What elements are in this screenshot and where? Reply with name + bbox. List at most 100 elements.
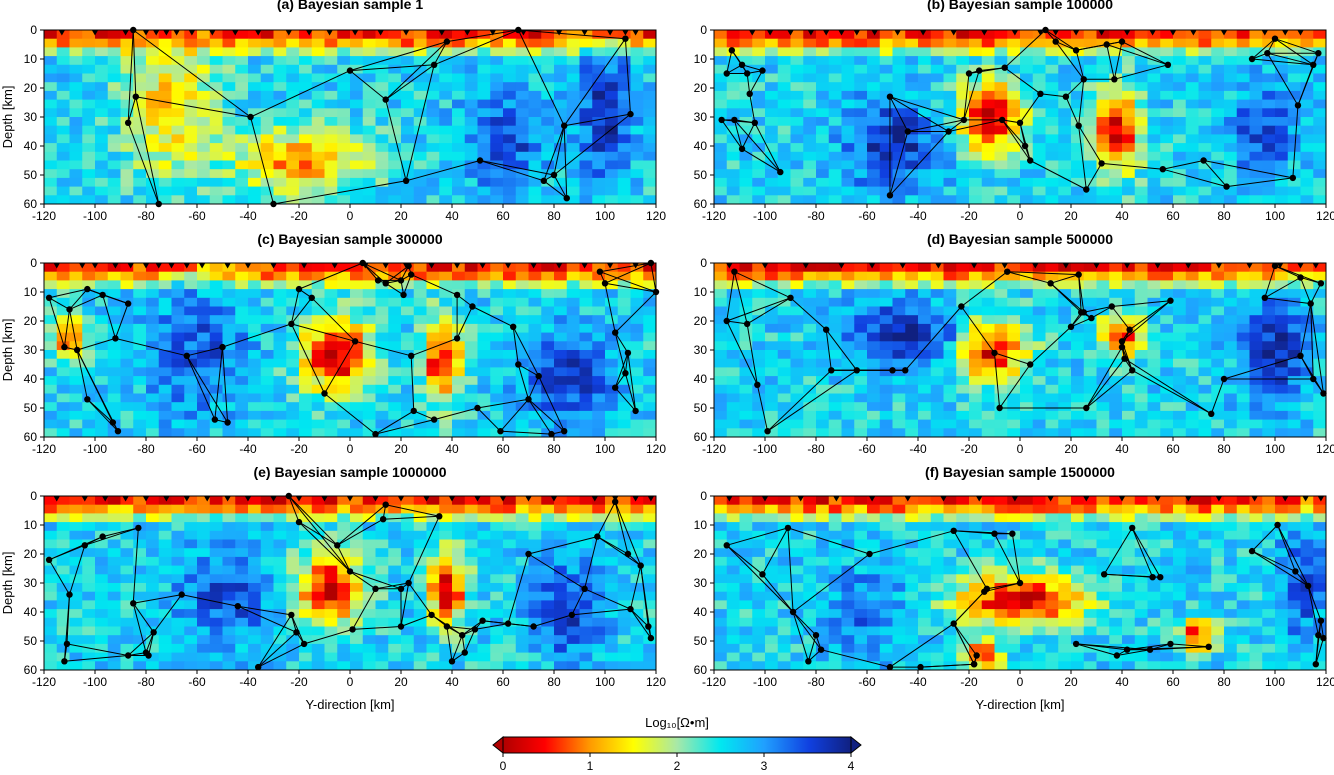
- station-marker: [91, 29, 99, 36]
- heatmap-cell: [1134, 384, 1148, 394]
- triangulation-edge: [385, 282, 404, 296]
- heatmap-cell: [1032, 306, 1046, 316]
- heatmap-cell: [490, 186, 504, 196]
- heatmap-cell: [1007, 306, 1021, 316]
- heatmap-cell: [1032, 125, 1046, 135]
- heatmap-cell: [1134, 376, 1148, 386]
- heatmap-cell: [790, 376, 804, 386]
- heatmap-cell: [726, 143, 740, 153]
- heatmap-cell: [1275, 169, 1289, 179]
- heatmap-cell: [503, 376, 517, 386]
- heatmap-cell: [1007, 332, 1021, 342]
- heatmap-cell: [337, 419, 351, 429]
- heatmap-cell: [464, 410, 478, 421]
- heatmap-cell: [1198, 428, 1212, 438]
- heatmap-cell: [1275, 384, 1289, 394]
- heatmap-cell: [69, 108, 83, 118]
- heatmap-cell: [969, 64, 983, 74]
- heatmap-cell: [1122, 169, 1136, 179]
- heatmap-cell: [1109, 332, 1123, 342]
- triangulation-edges: [721, 29, 1319, 196]
- node-point: [382, 96, 389, 103]
- heatmap-cell: [816, 341, 830, 351]
- heatmap-cell: [841, 332, 855, 342]
- heatmap-cell: [566, 358, 580, 368]
- heatmap-cell: [401, 195, 415, 205]
- heatmap-cell: [286, 376, 300, 386]
- x-axis: -120 -100 -80 -60 -40 -20 0 20 40 60 80 100 120: [702, 204, 1334, 223]
- heatmap-cell: [426, 99, 440, 109]
- heatmap-cell: [401, 297, 415, 307]
- heatmap-cell: [1287, 358, 1301, 368]
- heatmap-cell: [490, 108, 504, 118]
- heatmap-cell: [490, 90, 504, 101]
- heatmap-cell: [1058, 160, 1072, 170]
- heatmap-cell: [1007, 289, 1021, 299]
- heatmap-cell: [235, 195, 249, 205]
- heatmap-cell: [1096, 419, 1110, 429]
- heatmap-cell: [579, 376, 593, 386]
- heatmap-cell: [879, 350, 893, 360]
- station-marker: [1215, 262, 1223, 269]
- heatmap-cell: [854, 315, 868, 325]
- heatmap-cell: [439, 376, 453, 386]
- heatmap-cell: [1134, 186, 1148, 196]
- station-marker: [581, 262, 589, 269]
- heatmap-cell: [1224, 47, 1238, 57]
- heatmap-cell: [515, 47, 529, 57]
- heatmap-cell: [82, 271, 96, 281]
- heatmap-cell: [726, 376, 740, 386]
- heatmap-cell: [854, 99, 868, 109]
- heatmap-cell: [1122, 117, 1136, 127]
- heatmap-cell: [260, 160, 274, 170]
- heatmap-cell: [209, 64, 223, 74]
- heatmap-cell: [273, 376, 287, 386]
- heatmap-cell: [171, 565, 185, 575]
- heatmap-cell: [439, 504, 453, 514]
- heatmap-cell: [362, 143, 376, 153]
- heatmap-cell: [956, 384, 970, 394]
- heatmap-cell: [248, 134, 262, 144]
- heatmap-cell: [790, 186, 804, 196]
- heatmap-cell: [739, 143, 753, 153]
- triangulation-edge: [528, 375, 540, 400]
- heatmap-cell: [413, 402, 427, 412]
- heatmap-cell: [197, 117, 211, 127]
- heatmap-cell: [579, 280, 593, 290]
- heatmap-cell: [477, 117, 491, 127]
- heatmap-cell: [197, 82, 211, 92]
- heatmap-cell: [854, 125, 868, 135]
- heatmap-cell: [777, 82, 791, 92]
- heatmap-cell: [579, 125, 593, 135]
- heatmap-cell: [82, 38, 96, 48]
- heatmap-cell: [1300, 393, 1314, 403]
- heatmap-cell: [1096, 384, 1110, 394]
- heatmap-cell: [171, 332, 185, 342]
- heatmap-cell: [120, 289, 134, 299]
- heatmap-cell: [994, 263, 1008, 273]
- heatmap-cell: [1313, 125, 1327, 135]
- heatmap-cell: [1185, 367, 1199, 377]
- heatmap-cell: [879, 160, 893, 170]
- x-tick-label: 60: [496, 442, 510, 456]
- heatmap-cell: [260, 530, 274, 540]
- heatmap-cell: [413, 271, 427, 281]
- heatmap-cell: [146, 504, 160, 514]
- heatmap-cell: [350, 419, 364, 429]
- heatmap-cell: [146, 56, 160, 66]
- heatmap-cell: [1287, 64, 1301, 74]
- heatmap-cell: [350, 323, 364, 334]
- heatmap-cell: [503, 358, 517, 368]
- heatmap-cell: [528, 522, 542, 532]
- heatmap-cell: [1160, 402, 1174, 412]
- heatmap-cell: [1275, 358, 1289, 368]
- heatmap-cell: [630, 143, 644, 153]
- heatmap-cell: [1058, 169, 1072, 179]
- heatmap-cell: [528, 504, 542, 514]
- heatmap-cell: [592, 315, 606, 325]
- node-point: [945, 128, 952, 135]
- heatmap-cell: [867, 350, 881, 360]
- heatmap-cell: [401, 522, 415, 532]
- heatmap-cell: [464, 522, 478, 532]
- heatmap-cell: [879, 134, 893, 144]
